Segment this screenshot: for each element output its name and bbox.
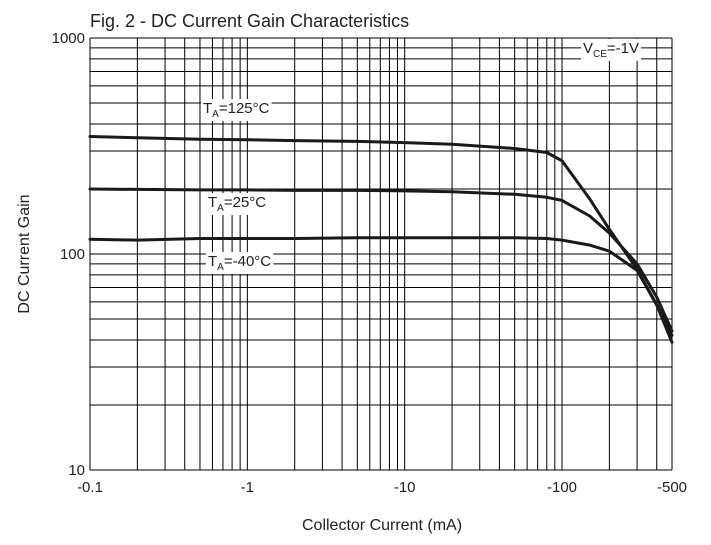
ta-minus40-annotation: TA=-40°C: [208, 253, 271, 273]
y-tick-label: 10: [68, 462, 85, 479]
annotation-background: [581, 39, 642, 61]
x-tick-labels: -0.1 -1 -10 -100 -500: [77, 479, 687, 496]
x-tick-label: -100: [547, 479, 577, 496]
curve-ta-125: [88, 135, 674, 337]
grid: [89, 37, 673, 471]
y-axis-label: DC Current Gain: [16, 194, 33, 313]
annotation-background: [206, 193, 269, 215]
x-tick-label: -0.1: [77, 479, 103, 496]
annotation-background: [201, 99, 272, 121]
ta-25-annotation: TA=25°C: [208, 194, 266, 214]
x-tick-label: -1: [241, 479, 254, 496]
curve-ta-25: [88, 187, 674, 333]
x-tick-label: -10: [394, 479, 416, 496]
y-tick-labels: 10 100 1000: [52, 30, 85, 479]
x-axis-label: Collector Current (mA): [302, 517, 462, 534]
curves: [88, 135, 674, 344]
y-tick-label: 1000: [52, 30, 85, 47]
vce-annotation: VCE=-1V: [583, 40, 639, 60]
x-tick-label: -500: [657, 479, 687, 496]
y-tick-label: 100: [60, 246, 85, 263]
chart-title: Fig. 2 - DC Current Gain Characteristics: [90, 11, 409, 31]
annotation-background: [206, 252, 274, 274]
curve-ta-minus40: [88, 236, 674, 344]
ta-125-annotation: TA=125°C: [203, 100, 270, 120]
